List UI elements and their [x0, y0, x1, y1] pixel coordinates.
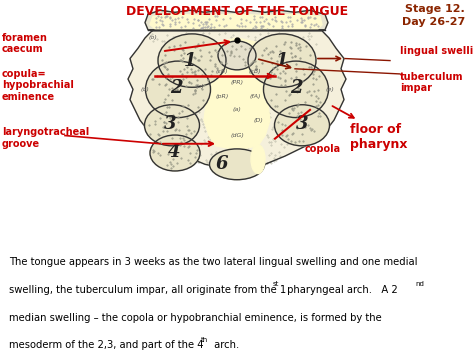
Text: 1: 1	[276, 51, 288, 70]
Polygon shape	[150, 14, 322, 29]
Ellipse shape	[264, 61, 328, 118]
Text: arch.: arch.	[211, 340, 239, 350]
Text: median swelling – the copola or hypobranchial eminence, is formed by the: median swelling – the copola or hypobran…	[9, 313, 382, 323]
Text: st: st	[273, 281, 279, 287]
Text: (fA): (fA)	[249, 94, 261, 99]
Text: copola: copola	[305, 144, 341, 154]
Ellipse shape	[158, 34, 226, 87]
Ellipse shape	[150, 135, 200, 171]
Ellipse shape	[146, 61, 210, 118]
Text: (a): (a)	[233, 107, 241, 113]
Text: (o): (o)	[196, 84, 204, 89]
Text: 1: 1	[184, 51, 196, 70]
Ellipse shape	[248, 34, 316, 87]
Text: (PR): (PR)	[230, 80, 244, 84]
Ellipse shape	[251, 145, 265, 174]
Polygon shape	[145, 10, 328, 30]
Text: swelling, the tuberculum impar, all originate from the 1: swelling, the tuberculum impar, all orig…	[9, 285, 287, 295]
Text: mesoderm of the 2,3, and part of the 4: mesoderm of the 2,3, and part of the 4	[9, 340, 204, 350]
Text: 3: 3	[296, 115, 308, 133]
Text: (D): (D)	[253, 118, 263, 122]
Text: Stage 12.
Day 26-27: Stage 12. Day 26-27	[402, 4, 465, 27]
Text: th: th	[201, 337, 208, 343]
Text: (pR): (pR)	[215, 94, 228, 99]
Ellipse shape	[274, 105, 329, 146]
Text: (e): (e)	[326, 87, 335, 92]
Text: foramen
caecum: foramen caecum	[2, 33, 48, 54]
Ellipse shape	[145, 105, 200, 146]
Text: floor of
pharynx: floor of pharynx	[350, 123, 408, 151]
Text: 3: 3	[164, 115, 176, 133]
Ellipse shape	[218, 41, 256, 70]
Ellipse shape	[210, 149, 264, 180]
Text: 4: 4	[168, 143, 180, 161]
Text: nd: nd	[415, 281, 424, 287]
Text: The tongue appears in 3 weeks as the two lateral lingual swelling and one medial: The tongue appears in 3 weeks as the two…	[9, 257, 418, 267]
Text: tuberculum
impar: tuberculum impar	[400, 72, 464, 93]
Text: DEVELOPMENT OF THE TONGUE: DEVELOPMENT OF THE TONGUE	[126, 5, 348, 18]
Polygon shape	[199, 38, 275, 150]
Text: (o): (o)	[141, 87, 149, 92]
Text: (o): (o)	[148, 36, 157, 40]
Text: 6: 6	[216, 155, 228, 173]
Text: lingual swelling: lingual swelling	[400, 47, 474, 56]
Text: 2: 2	[170, 79, 182, 97]
Text: pharyngeal arch.   A 2: pharyngeal arch. A 2	[284, 285, 398, 295]
Text: 2: 2	[290, 79, 302, 97]
Text: copula=
hypobrachial
eminence: copula= hypobrachial eminence	[2, 69, 74, 102]
Polygon shape	[128, 31, 346, 170]
Text: laryngotracheal
groove: laryngotracheal groove	[2, 127, 89, 149]
Text: (dG): (dG)	[230, 133, 244, 138]
Text: (εB): (εB)	[216, 69, 228, 75]
Text: (εB): (εB)	[249, 69, 261, 75]
